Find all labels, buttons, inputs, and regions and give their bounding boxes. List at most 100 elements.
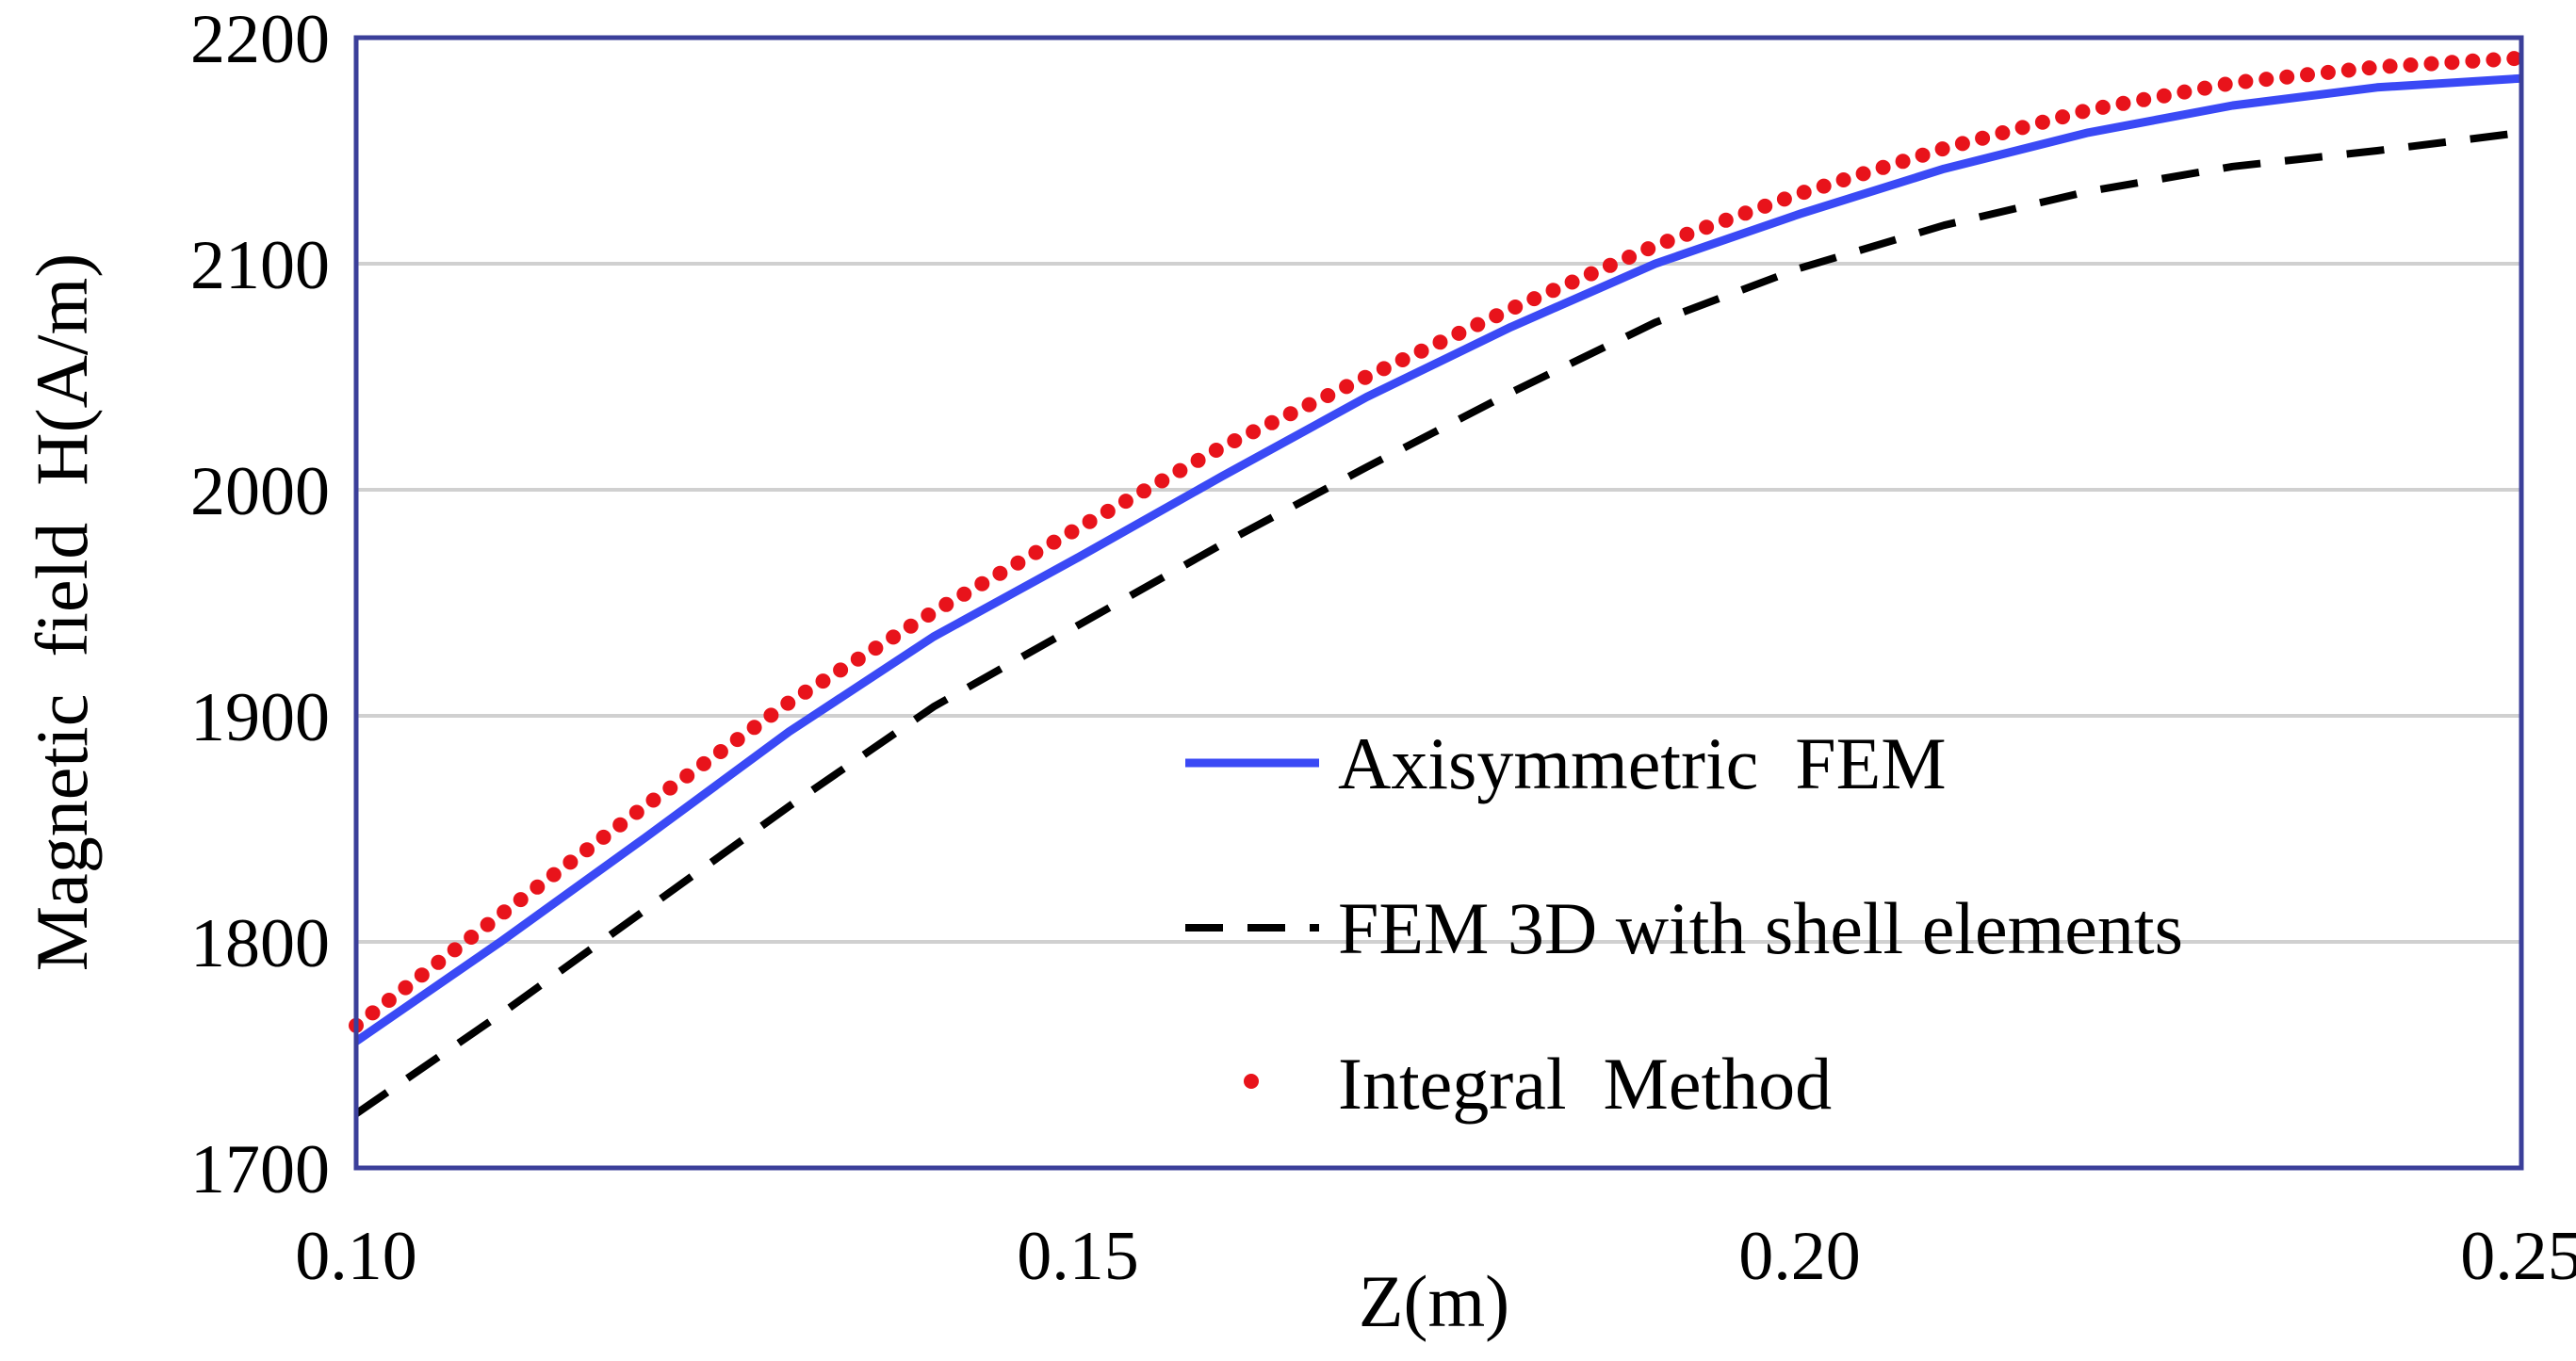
x-tick-0.10: 0.10 [295, 1218, 417, 1295]
point-integral-method-49 [1190, 452, 1206, 468]
point-integral-method-19 [662, 780, 678, 796]
point-integral-method-40 [1028, 544, 1044, 560]
point-integral-method-23 [729, 732, 745, 748]
point-integral-method-75 [1679, 226, 1695, 242]
point-integral-method-5 [431, 954, 447, 970]
point-integral-method-20 [679, 768, 695, 784]
point-integral-method-28 [815, 673, 831, 689]
point-integral-method-54 [1282, 406, 1298, 422]
legend-swatch-integral-method [1244, 1074, 1259, 1089]
point-integral-method-69 [1564, 274, 1580, 290]
y-tick-1700: 1700 [190, 1131, 330, 1208]
point-integral-method-64 [1470, 316, 1486, 332]
point-integral-method-21 [696, 755, 711, 771]
point-integral-method-115 [2486, 52, 2502, 68]
legend-label-integral-method: Integral Method [1338, 1043, 1832, 1125]
point-integral-method-76 [1699, 219, 1715, 235]
grid-lines [356, 36, 2521, 1170]
point-integral-method-25 [763, 707, 779, 723]
point-integral-method-29 [833, 662, 849, 678]
point-integral-method-114 [2465, 53, 2481, 69]
series-axisymmetric-fem [353, 73, 2522, 1045]
x-tick-0.20: 0.20 [1738, 1218, 1861, 1295]
point-integral-method-94 [2055, 109, 2071, 125]
point-integral-method-99 [2156, 88, 2172, 104]
point-integral-method-111 [2403, 57, 2419, 73]
point-integral-method-108 [2340, 62, 2356, 78]
point-integral-method-68 [1545, 283, 1561, 299]
y-tick-1900: 1900 [190, 679, 330, 756]
point-integral-method-80 [1776, 191, 1792, 207]
x-tick-0.15: 0.15 [1017, 1218, 1139, 1295]
point-integral-method-50 [1208, 443, 1224, 458]
point-integral-method-104 [2258, 72, 2274, 88]
point-integral-method-55 [1301, 397, 1317, 413]
point-integral-method-30 [850, 651, 866, 667]
point-integral-method-2 [381, 993, 397, 1008]
y-tick-1800: 1800 [190, 905, 330, 982]
point-integral-method-62 [1432, 334, 1448, 350]
y-tick-2200: 2200 [190, 1, 330, 78]
y-tick-2000: 2000 [190, 453, 330, 530]
point-integral-method-93 [2034, 114, 2050, 130]
point-integral-method-8 [480, 916, 496, 932]
point-integral-method-78 [1737, 205, 1753, 221]
point-integral-method-34 [921, 608, 937, 623]
point-integral-method-46 [1136, 483, 1152, 499]
point-integral-method-56 [1320, 388, 1336, 403]
point-integral-method-103 [2238, 73, 2254, 89]
point-integral-method-63 [1451, 325, 1467, 341]
point-integral-method-37 [974, 575, 990, 591]
point-integral-method-22 [712, 744, 728, 759]
point-integral-method-81 [1796, 185, 1812, 201]
point-integral-method-53 [1264, 414, 1280, 430]
point-integral-method-57 [1339, 379, 1355, 395]
point-integral-method-6 [447, 942, 463, 958]
point-integral-method-77 [1718, 212, 1734, 228]
point-integral-method-13 [562, 854, 579, 870]
point-integral-method-70 [1583, 266, 1599, 282]
point-integral-method-86 [1895, 154, 1911, 170]
point-integral-method-16 [612, 817, 628, 833]
point-integral-method-113 [2444, 55, 2460, 71]
point-integral-method-39 [1010, 555, 1026, 571]
point-integral-method-107 [2320, 64, 2336, 80]
point-integral-method-52 [1246, 424, 1262, 440]
point-integral-method-110 [2382, 58, 2398, 74]
point-integral-method-14 [579, 842, 595, 858]
point-integral-method-7 [464, 930, 480, 945]
point-integral-method-9 [497, 904, 513, 920]
point-integral-method-100 [2177, 84, 2193, 100]
point-integral-method-42 [1064, 524, 1080, 540]
point-integral-method-83 [1835, 172, 1851, 187]
point-integral-method-12 [546, 867, 562, 883]
point-integral-method-79 [1757, 198, 1773, 214]
point-integral-method-72 [1622, 250, 1638, 265]
point-integral-method-4 [414, 967, 430, 983]
y-tick-labels: 1700 1800 1900 2000 2100 2200 [190, 1, 330, 1208]
point-integral-method-102 [2217, 76, 2233, 92]
point-integral-method-27 [797, 684, 813, 700]
x-tick-0.25: 0.25 [2460, 1218, 2576, 1295]
point-integral-method-32 [886, 629, 902, 645]
point-integral-method-59 [1376, 361, 1392, 377]
point-integral-method-97 [2115, 95, 2131, 111]
point-integral-method-71 [1602, 257, 1618, 273]
point-integral-method-116 [2506, 51, 2522, 67]
point-integral-method-17 [628, 804, 644, 820]
y-axis-title: Magnetic field H(A/m) [21, 253, 103, 971]
series-fem-3d-with-shell-elements [353, 128, 2522, 1117]
point-integral-method-58 [1357, 369, 1373, 385]
point-integral-method-26 [780, 695, 796, 711]
point-integral-method-15 [595, 829, 611, 845]
point-integral-method-33 [903, 618, 919, 634]
point-integral-method-66 [1508, 300, 1524, 315]
y-tick-2100: 2100 [190, 227, 330, 304]
point-integral-method-89 [1954, 136, 1970, 152]
point-integral-method-48 [1172, 462, 1188, 478]
point-integral-method-10 [513, 892, 529, 908]
point-integral-method-90 [1975, 130, 1991, 146]
point-integral-method-11 [530, 879, 546, 895]
point-integral-method-91 [1995, 125, 2011, 140]
